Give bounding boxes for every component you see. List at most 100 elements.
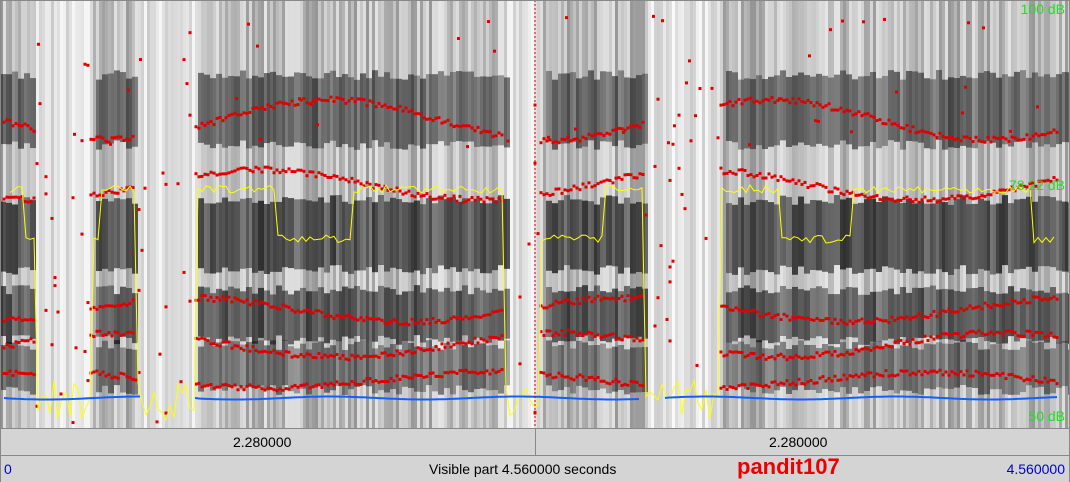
decor [842,321,846,325]
decor [162,0,165,429]
decor [377,380,381,384]
decor [845,377,849,381]
decor [732,344,738,390]
decor [392,318,396,322]
decor [936,199,942,270]
decor [851,352,855,356]
decor [726,70,732,141]
decor [14,340,18,344]
decor [198,286,204,337]
decor [632,124,636,128]
decor [126,348,132,394]
decor [240,0,243,429]
decor [962,135,966,139]
decor [552,346,558,392]
decor [830,379,834,383]
decor [962,196,966,200]
decor [194,172,198,176]
decor [30,200,36,271]
decor [386,380,390,384]
decor [101,370,105,374]
decor [636,286,642,337]
decor [780,195,786,266]
decor [389,353,393,357]
decor [606,348,612,394]
decor [431,197,435,201]
decor [116,135,120,139]
decor [1049,331,1053,335]
decor [792,286,798,337]
decor [32,373,36,377]
decor [972,288,978,339]
decor [902,369,906,373]
decor [635,176,639,180]
decor [230,300,234,304]
decor [126,78,132,149]
decor [638,125,642,129]
decor [234,201,240,272]
decor [632,176,636,180]
decor [833,349,837,353]
decor [851,113,855,117]
decor [570,72,576,143]
decor [95,194,99,198]
decor [1050,348,1056,394]
decor [732,204,738,275]
decor [23,339,27,343]
decor [17,196,21,200]
decor [990,0,993,429]
decor [984,200,990,271]
decor [120,199,126,270]
decor [96,286,102,337]
decor [294,348,300,394]
decor [54,0,57,429]
decor [629,173,633,177]
decor [416,373,420,377]
decor [1036,105,1039,109]
decor [900,202,906,273]
decor [576,287,582,338]
decor [396,349,402,395]
decor [828,294,834,345]
visible-part[interactable]: Visible part 4.560000 seconds [429,461,617,477]
decor [461,341,465,345]
decor [719,386,723,390]
decor [362,184,366,188]
decor [848,191,852,195]
decor [338,356,342,360]
decor [299,310,303,314]
decor [872,375,876,379]
left-duration[interactable]: 2.280000 [233,434,292,450]
decor [233,111,237,115]
decor [932,197,936,201]
right-duration[interactable]: 2.280000 [769,434,828,450]
decor [332,316,336,320]
decor [746,309,750,313]
decor [440,121,444,125]
decor [668,280,672,284]
decor [578,331,582,335]
decor [960,195,966,266]
decor [948,289,954,340]
decor [1002,74,1008,145]
decor [1056,200,1062,271]
decor [764,176,768,180]
decor [551,376,555,380]
decor [108,285,114,336]
decor [864,294,870,345]
decor [479,371,483,375]
decor [762,200,768,271]
decor [1016,301,1020,305]
decor [989,193,993,197]
decor [803,317,807,321]
decor [395,349,399,353]
decor [408,291,414,342]
decor [485,340,489,344]
decor [986,372,990,376]
decor [814,119,817,123]
decor [612,196,618,267]
decor [866,112,870,116]
decor [767,98,771,102]
decor [476,341,480,345]
decor [797,315,801,319]
